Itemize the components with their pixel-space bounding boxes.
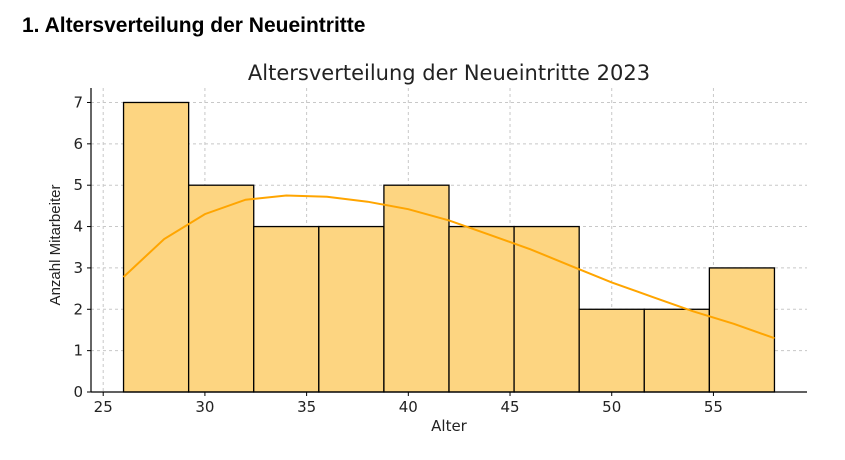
y-tick-label: 1 <box>73 342 83 360</box>
y-tick-label: 2 <box>73 300 83 318</box>
histogram-bar <box>383 184 450 393</box>
y-tick-label: 7 <box>73 93 83 111</box>
histogram-bar <box>318 225 385 393</box>
kde-curve <box>122 194 775 340</box>
x-tick-label: 55 <box>704 398 723 416</box>
x-tick-label: 45 <box>500 398 519 416</box>
histogram-bar <box>513 225 580 393</box>
y-tick-label: 4 <box>73 218 83 236</box>
y-tick-label: 3 <box>73 259 83 277</box>
chart-title: Altersverteilung der Neueintritte 2023 <box>248 61 650 85</box>
x-tick-label: 35 <box>297 398 316 416</box>
x-axis-label: Alter <box>431 417 468 435</box>
histogram-bar <box>578 308 645 393</box>
y-tick-label: 5 <box>73 176 83 194</box>
section-heading: 1. Altersverteilung der Neueintritte <box>22 14 366 37</box>
x-tick-label: 25 <box>94 398 113 416</box>
histogram-bar <box>187 184 255 393</box>
y-tick-label: 0 <box>73 383 83 401</box>
x-tick-label: 40 <box>399 398 418 416</box>
histogram-bar <box>253 225 320 393</box>
histogram-bar <box>448 225 515 393</box>
x-tick-label: 30 <box>195 398 214 416</box>
histogram-bar <box>708 267 776 393</box>
histogram-bar <box>643 308 711 393</box>
x-tick-label: 50 <box>602 398 621 416</box>
y-tick-label: 6 <box>73 135 83 153</box>
y-axis-label: Anzahl Mitarbeiter <box>47 185 64 306</box>
